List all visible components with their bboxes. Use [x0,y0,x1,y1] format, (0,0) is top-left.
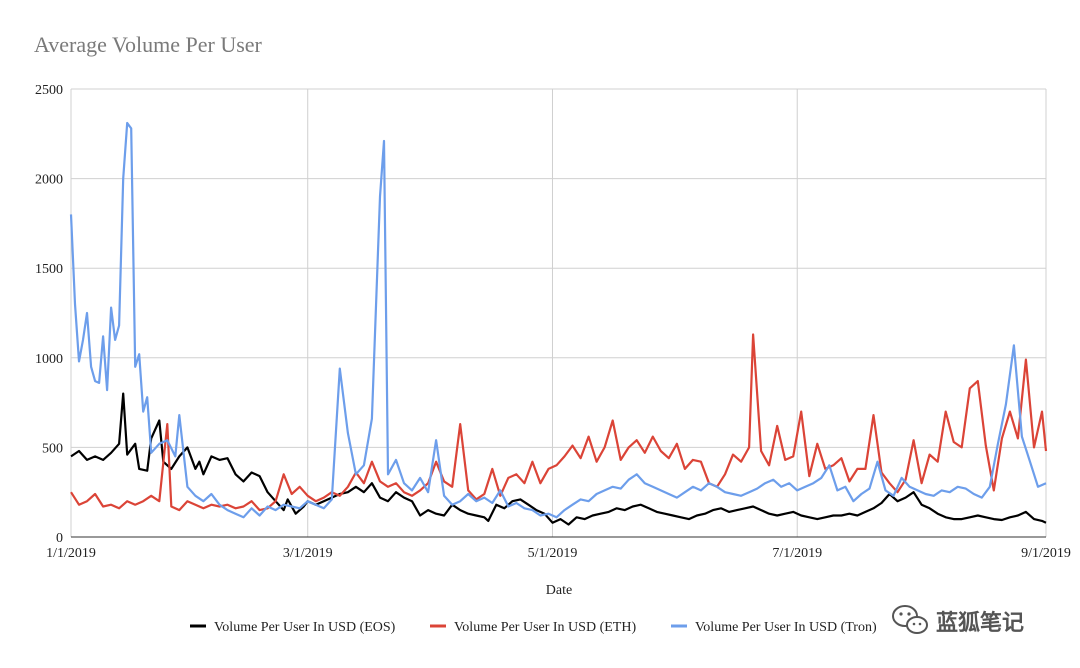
x-tick-label: 5/1/2019 [528,546,578,561]
y-tick-label: 0 [56,531,63,546]
x-tick-label: 9/1/2019 [1021,546,1071,561]
watermark-text: 蓝狐笔记 [936,610,1024,636]
y-tick-label: 2000 [35,173,63,188]
series-lines [69,121,1048,526]
x-tick-label: 1/1/2019 [46,546,96,561]
y-tick-label: 1000 [35,352,63,367]
y-tick-label: 500 [42,441,63,456]
watermark: 蓝狐笔记 [892,605,1024,636]
legend: Volume Per User In USD (EOS) Volume Per U… [190,620,877,635]
series-line-2 [69,121,1047,519]
series-line-1 [70,333,1048,512]
legend-label: Volume Per User In USD (Tron) [695,620,877,635]
x-axis-ticks: 1/1/2019 3/1/2019 5/1/2019 7/1/2019 9/1/2019 [46,546,1071,561]
chart-title: Average Volume Per User [34,32,263,57]
x-axis-label: Date [546,583,572,598]
x-tick-label: 7/1/2019 [772,546,822,561]
y-axis-ticks: 0 500 1000 1500 2000 2500 [35,83,63,546]
y-tick-label: 2500 [35,83,63,98]
series-line-0 [70,392,1047,526]
x-tick-label: 3/1/2019 [283,546,333,561]
y-tick-label: 1500 [35,262,63,277]
legend-label: Volume Per User In USD (ETH) [454,620,636,635]
wechat-icon [892,605,928,634]
grid-lines [70,88,1047,538]
legend-label: Volume Per User In USD (EOS) [214,620,396,635]
